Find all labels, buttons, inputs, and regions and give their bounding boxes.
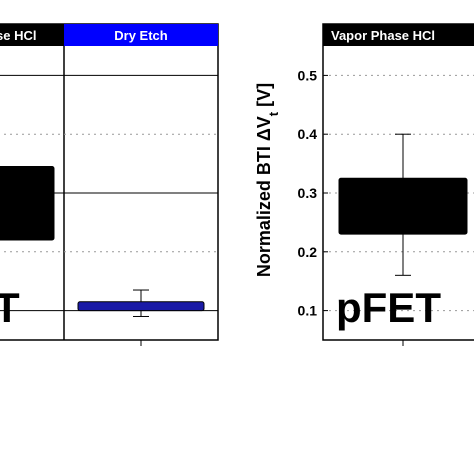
right-y-tick-label: 0.4 (298, 126, 318, 142)
right-y-tick-label: 0.5 (298, 67, 318, 83)
right-box-0 (338, 177, 468, 235)
right-y-axis-label-unit: [V] (254, 83, 274, 112)
right-y-axis-label-sub: t (266, 111, 281, 116)
right-y-axis-label-main: Normalized BTI ΔV (254, 116, 274, 277)
left-device-label: T (0, 284, 20, 331)
right-panel-header-bg (323, 24, 474, 46)
left-panel1-header-bg (0, 24, 64, 46)
right-y-tick-label: 0.1 (298, 303, 318, 319)
left-boxes (0, 166, 205, 317)
left-box-0 (0, 166, 55, 241)
left-panel2-header: Dry Etch (114, 28, 168, 43)
right-y-tick-label: 0.2 (298, 244, 318, 260)
left-panel1-header: se HCl (0, 28, 36, 43)
right-panel-header: Vapor Phase HCl (331, 28, 435, 43)
right-chart: Normalized BTI ΔVt [V] Vapor Phase HCl 0… (254, 23, 474, 346)
right-device-label: pFET (336, 284, 441, 331)
right-y-axis-label: Normalized BTI ΔVt [V] (254, 83, 281, 277)
left-chart: se HCl Dry Etch T (0, 23, 219, 346)
left-panel2-header-bg (64, 24, 218, 46)
right-y-tick-label: 0.3 (298, 185, 318, 201)
right-y-ticks: 0.1 0.2 0.3 0.4 0.5 (298, 67, 328, 319)
right-boxes (338, 133, 468, 276)
left-box-1 (77, 301, 205, 312)
